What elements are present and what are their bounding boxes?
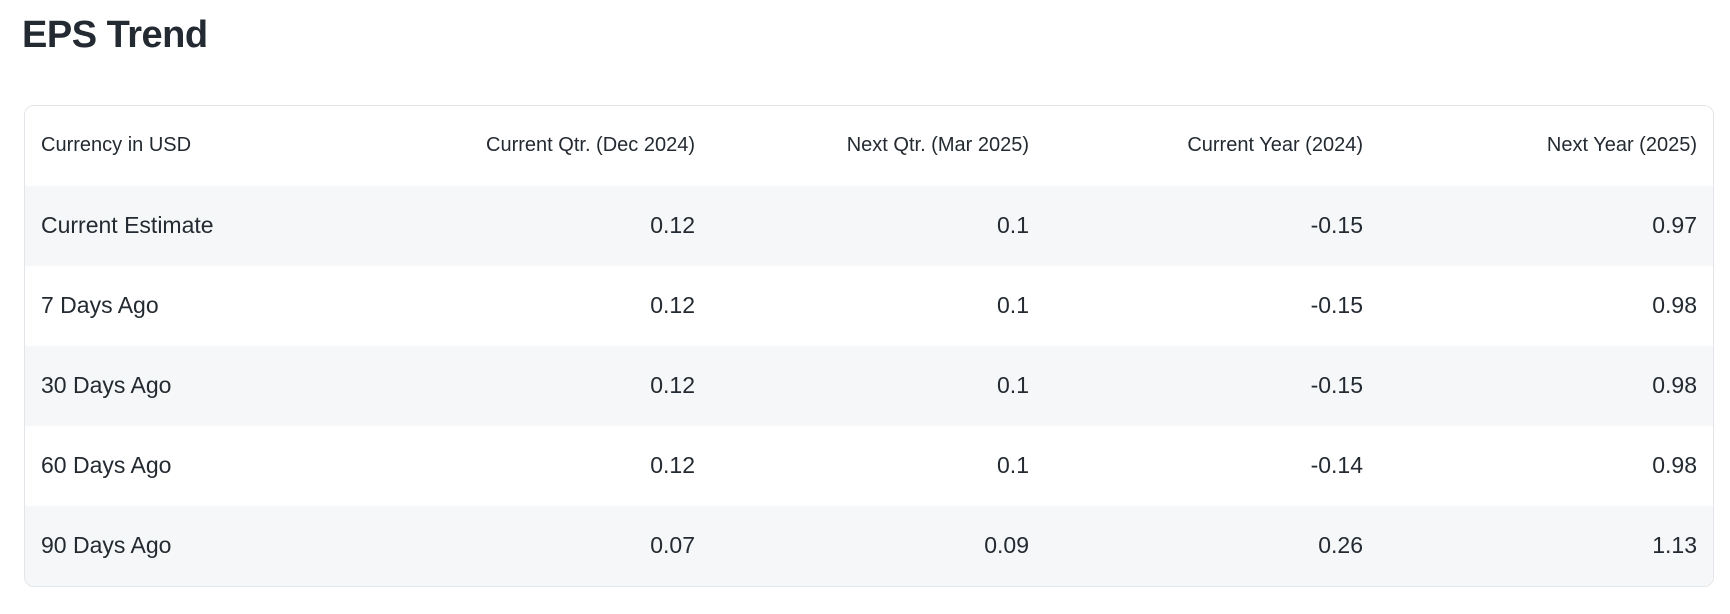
cell-value: 0.07 (650, 532, 695, 558)
eps-trend-table: Currency in USD Current Qtr. (Dec 2024) Ne… (25, 105, 1713, 586)
column-header-label: Currency in USD (25, 105, 377, 186)
cell-value: 0.98 (1652, 372, 1697, 398)
cell-value: 0.09 (984, 532, 1029, 558)
cell-value: 0.97 (1652, 212, 1697, 238)
row-label: Current Estimate (41, 212, 214, 238)
cell-value: 0.12 (650, 292, 695, 318)
table-row: 7 Days Ago 0.12 0.1 -0.15 0.98 (25, 265, 1713, 346)
column-header: Next Year (2025) (1379, 105, 1713, 186)
cell-value: 0.98 (1652, 452, 1697, 478)
cell-value: 0.12 (650, 372, 695, 398)
cell-value: -0.15 (1310, 372, 1363, 398)
row-label: 7 Days Ago (41, 292, 159, 318)
eps-trend-card: Currency in USD Current Qtr. (Dec 2024) Ne… (24, 104, 1714, 587)
cell-value: 1.13 (1652, 532, 1697, 558)
cell-value: -0.15 (1310, 212, 1363, 238)
cell-value: 0.1 (997, 452, 1029, 478)
row-label: 60 Days Ago (41, 452, 172, 478)
cell-value: 0.12 (650, 212, 695, 238)
table-row: Current Estimate 0.12 0.1 -0.15 0.97 (25, 185, 1713, 266)
row-label: 90 Days Ago (41, 532, 172, 558)
cell-value: 0.1 (997, 292, 1029, 318)
column-header: Current Year (2024) (1045, 105, 1379, 186)
cell-value: 0.1 (997, 372, 1029, 398)
cell-value: 0.26 (1318, 532, 1363, 558)
cell-value: -0.15 (1310, 292, 1363, 318)
column-header: Current Qtr. (Dec 2024) (377, 105, 711, 186)
eps-trend-section: EPS Trend Currency in USD Current Qtr. (D… (0, 12, 1730, 587)
cell-value: -0.14 (1310, 452, 1363, 478)
cell-value: 0.1 (997, 212, 1029, 238)
table-header-row: Currency in USD Current Qtr. (Dec 2024) Ne… (25, 105, 1713, 186)
page-title: EPS Trend (22, 14, 208, 56)
cell-value: 0.12 (650, 452, 695, 478)
table-head: Currency in USD Current Qtr. (Dec 2024) Ne… (25, 105, 1713, 186)
column-header: Next Qtr. (Mar 2025) (711, 105, 1045, 186)
table-body: Current Estimate 0.12 0.1 -0.15 0.97 7 Days A… (25, 185, 1713, 586)
table-row: 90 Days Ago 0.07 0.09 0.26 1.13 (25, 505, 1713, 586)
table-row: 30 Days Ago 0.12 0.1 -0.15 0.98 (25, 345, 1713, 426)
row-label: 30 Days Ago (41, 372, 172, 398)
table-row: 60 Days Ago 0.12 0.1 -0.14 0.98 (25, 425, 1713, 506)
cell-value: 0.98 (1652, 292, 1697, 318)
